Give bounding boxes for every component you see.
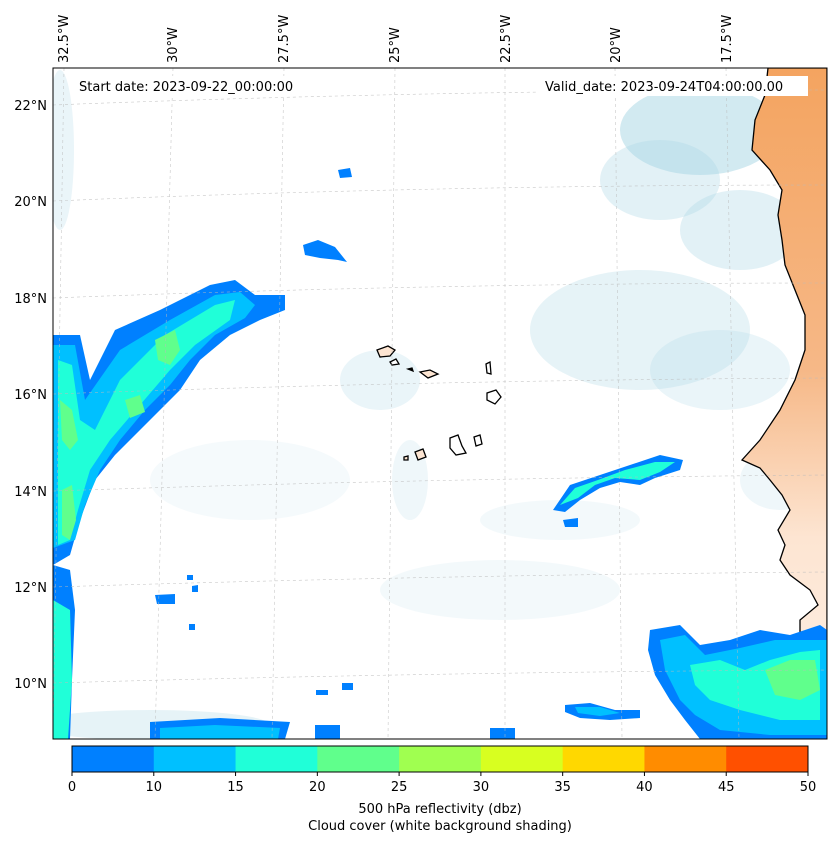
africa-landmass bbox=[740, 68, 827, 739]
colorbar-segment bbox=[72, 746, 155, 772]
colorbar-sublabel: Cloud cover (white background shading) bbox=[308, 819, 572, 834]
colorbar-tick-label: 15 bbox=[227, 780, 244, 795]
lon-tick-label: 30°W bbox=[166, 27, 181, 63]
lon-tick-label: 22.5°W bbox=[499, 15, 514, 63]
map-area bbox=[53, 68, 827, 739]
colorbar-segment bbox=[562, 746, 645, 772]
lon-tick-label: 32.5°W bbox=[57, 15, 72, 63]
lat-tick-label: 22°N bbox=[14, 99, 47, 114]
lon-tick-label: 27.5°W bbox=[277, 15, 292, 63]
lon-tick-label: 20°W bbox=[609, 27, 624, 63]
colorbar-segment bbox=[480, 746, 564, 772]
reflectivity-scattered-cells bbox=[155, 168, 578, 695]
colorbar-segment bbox=[399, 746, 482, 772]
colorbar-tick-label: 20 bbox=[309, 780, 326, 795]
colorbar-segment bbox=[235, 746, 318, 772]
lat-tick-label: 18°N bbox=[14, 292, 47, 307]
map-frame bbox=[52, 67, 828, 740]
colorbar-label: 500 hPa reflectivity (dbz) bbox=[358, 802, 521, 817]
colorbar-border bbox=[71, 745, 809, 773]
lat-tick-label: 12°N bbox=[14, 581, 47, 596]
reflectivity-southwest-strip bbox=[53, 565, 515, 739]
lat-tick-label: 20°N bbox=[14, 195, 47, 210]
valid-date-box bbox=[538, 76, 808, 96]
colorbar-tick-label: 40 bbox=[636, 780, 653, 795]
reflectivity-west-cluster bbox=[53, 280, 285, 565]
colorbar-tick-label: 30 bbox=[473, 780, 490, 795]
colorbar-segment bbox=[317, 746, 400, 772]
start-date-label: Start date: 2023-09-22_00:00:00 bbox=[79, 80, 293, 95]
colorbar-segment bbox=[644, 746, 727, 772]
lon-tick-label: 25°W bbox=[388, 27, 403, 63]
reflectivity-southeast-cluster bbox=[565, 625, 827, 739]
colorbar-tick-label: 10 bbox=[146, 780, 163, 795]
colorbar-segment bbox=[726, 746, 809, 772]
colorbar: 0 10 15 20 25 30 35 40 45 50 bbox=[68, 745, 817, 795]
colorbar-tick-label: 50 bbox=[800, 780, 817, 795]
lat-tick-label: 14°N bbox=[14, 485, 47, 500]
start-date-box bbox=[72, 76, 320, 96]
map-gridlines bbox=[53, 68, 827, 739]
reflectivity-central-band bbox=[553, 455, 683, 512]
colorbar-tick-label: 0 bbox=[68, 780, 76, 795]
lat-tick-label: 10°N bbox=[14, 677, 47, 692]
cape-verde-islands bbox=[376, 345, 502, 461]
lat-tick-label: 16°N bbox=[14, 388, 47, 403]
valid-date-label: Valid_date: 2023-09-24T04:00:00.00 bbox=[545, 80, 783, 95]
colorbar-tick-label: 35 bbox=[554, 780, 571, 795]
colorbar-tick-label: 45 bbox=[718, 780, 735, 795]
colorbar-segment bbox=[153, 746, 237, 772]
colorbar-tick-label: 25 bbox=[391, 780, 408, 795]
longitude-labels: 32.5°W 30°W 27.5°W 25°W 22.5°W 20°W 17.5… bbox=[57, 15, 735, 63]
lon-tick-label: 17.5°W bbox=[720, 15, 735, 63]
latitude-labels: 22°N 20°N 18°N 16°N 14°N 12°N 10°N bbox=[14, 99, 47, 692]
